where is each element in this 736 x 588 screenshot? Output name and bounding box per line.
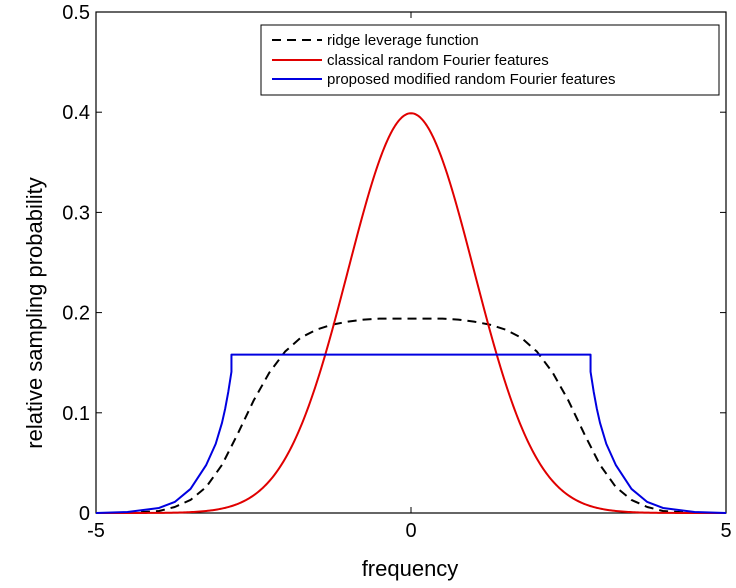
legend-label-ridge-leverage: ridge leverage function xyxy=(327,32,479,49)
y-tick-label: 0.5 xyxy=(62,2,90,24)
legend: ridge leverage function classical random… xyxy=(260,24,720,96)
x-tick-label: 0 xyxy=(405,520,416,542)
x-tick-label: 5 xyxy=(720,520,731,542)
y-axis-tick-labels: 0 0.1 0.2 0.3 0.4 0.5 xyxy=(62,2,90,525)
series-classical-rff-line xyxy=(96,112,726,514)
y-tick-label: 0 xyxy=(79,503,90,525)
series-modified-rff-line xyxy=(95,353,727,514)
y-tick-label: 0.4 xyxy=(62,102,90,124)
series-lines xyxy=(95,112,727,514)
y-tick-label: 0.1 xyxy=(62,403,90,425)
series-ridge-leverage-line xyxy=(96,317,726,514)
legend-label-classical-rff: classical random Fourier features xyxy=(327,52,549,69)
legend-label-modified-rff: proposed modified random Fourier feature… xyxy=(327,71,616,88)
legend-box xyxy=(260,24,720,96)
y-tick-label: 0.3 xyxy=(62,202,90,224)
x-axis-label: frequency xyxy=(362,556,459,581)
y-tick-label: 0.2 xyxy=(62,303,90,325)
x-tick-label: -5 xyxy=(87,520,105,542)
y-axis-label: relative sampling probability xyxy=(22,177,47,448)
x-axis-tick-labels: -5 0 5 xyxy=(87,520,731,542)
